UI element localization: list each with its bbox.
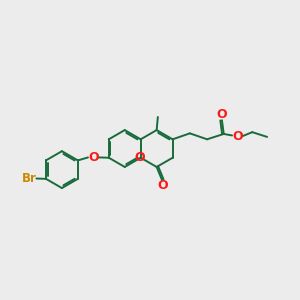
Text: O: O	[134, 151, 145, 164]
Text: Br: Br	[22, 172, 36, 185]
Text: O: O	[232, 130, 243, 143]
Text: O: O	[88, 151, 99, 164]
Text: O: O	[158, 179, 168, 193]
Text: O: O	[216, 108, 227, 121]
